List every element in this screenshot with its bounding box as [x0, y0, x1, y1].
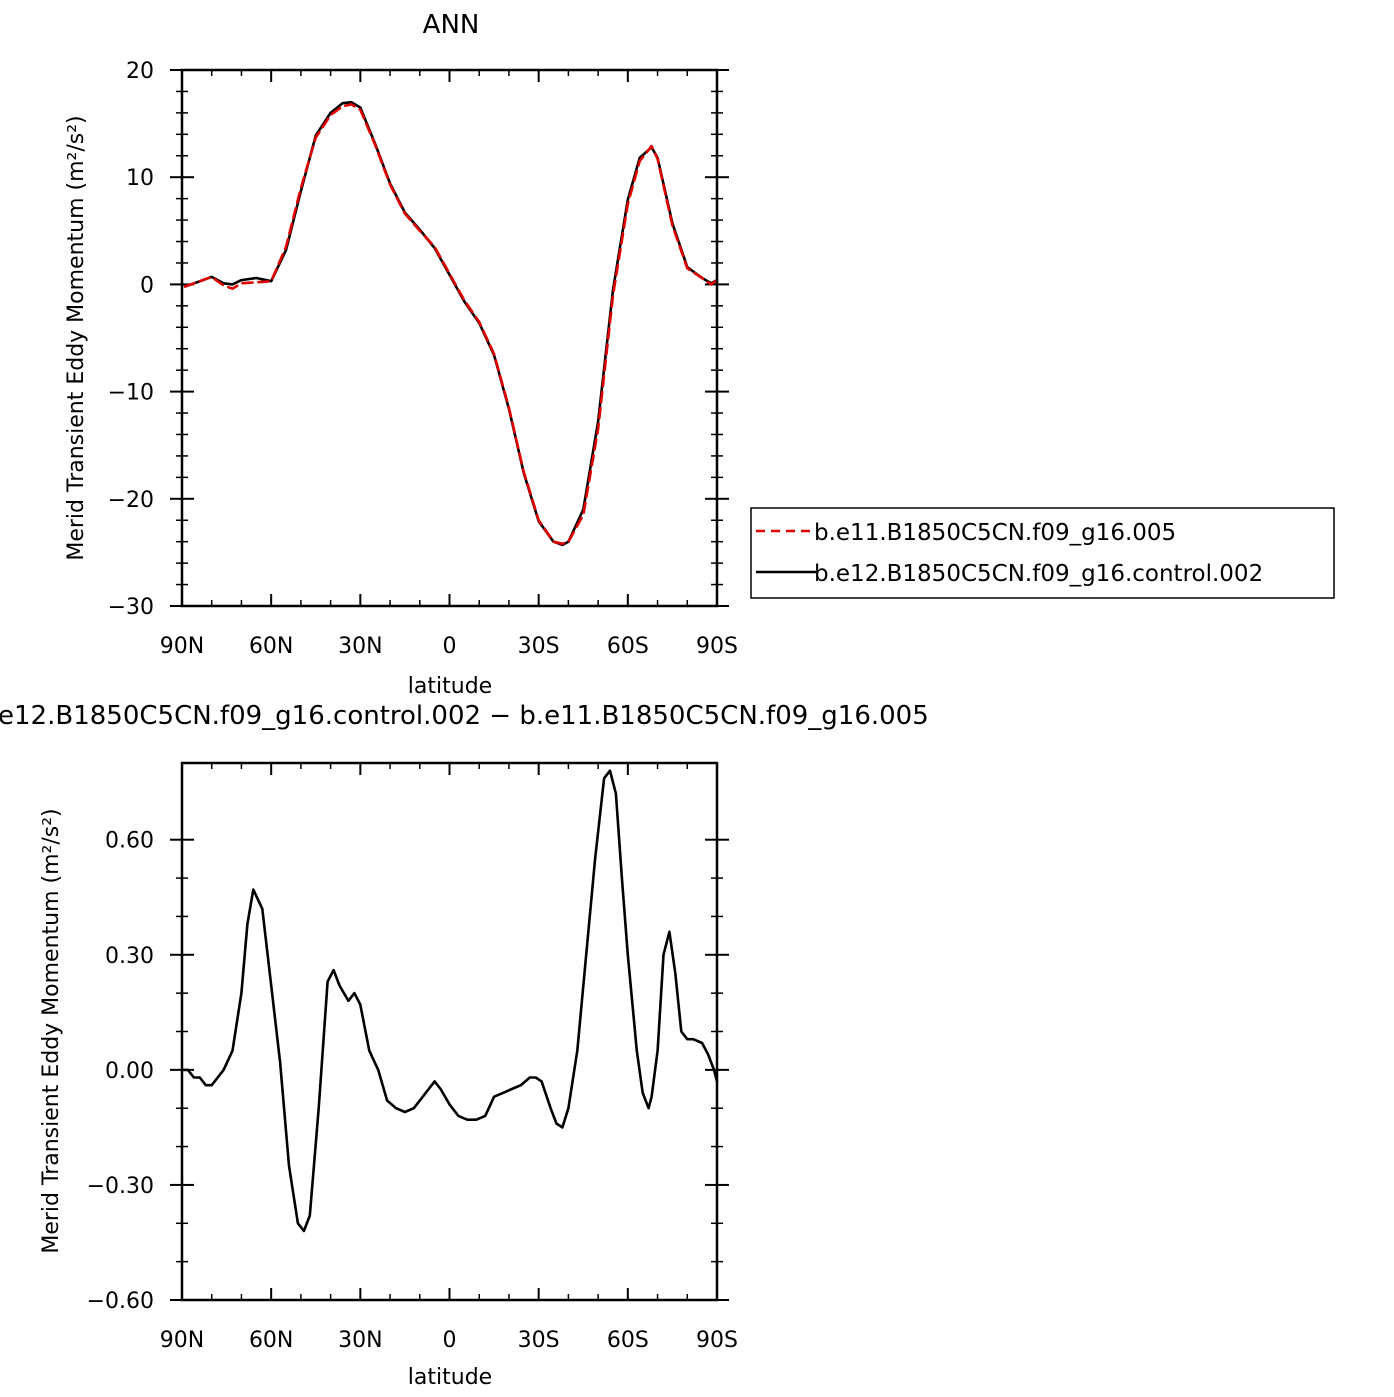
top-panel-axes: 90N 60N 30N 0 30S 60S 90S 20 10 0 −10 −20 −30	[108, 59, 738, 659]
legend-label-series-2: b.e12.B1850C5CN.f09_g16.control.002	[814, 561, 1263, 587]
legend-label-series-1: b.e11.B1850C5CN.f09_g16.005	[814, 520, 1176, 546]
top-panel-x-tick-label: 90S	[696, 634, 738, 659]
top-panel-y-tick-label: −10	[108, 381, 154, 406]
top-panel-y-tick-label: 20	[126, 59, 154, 84]
top-panel: ANN 90N 60N 30N 0 30S 60S 90S 20 10 0 −10 −20 −30 la…	[64, 10, 738, 699]
bottom-panel-y-tick-label: 0.30	[105, 944, 154, 969]
top-panel-x-tick-label: 90N	[160, 634, 204, 659]
top-panel-series	[183, 100, 719, 547]
top-panel-y-tick-label: −20	[108, 488, 154, 513]
bottom-panel-x-tick-label: 0	[443, 1328, 457, 1353]
bottom-panel-x-tick-label: 30N	[338, 1328, 382, 1353]
top-panel-x-tick-label: 60S	[607, 634, 649, 659]
legend: b.e11.B1850C5CN.f09_g16.005 b.e12.B1850C…	[750, 507, 1335, 599]
bottom-panel-frame	[180, 761, 719, 1302]
top-panel-y-tick-label: −30	[108, 595, 154, 620]
top-panel-y-tick-label: 10	[126, 166, 154, 191]
bottom-panel-x-axis-title: latitude	[408, 1365, 492, 1390]
bottom-panel-x-tick-label: 90S	[696, 1328, 738, 1353]
bottom-panel-y-tick-label: 0.00	[105, 1059, 154, 1084]
top-panel-x-tick-label: 30S	[518, 634, 560, 659]
top-panel-x-tick-label: 0	[443, 634, 457, 659]
bottom-panel-series-line-1	[180, 769, 719, 1233]
bottom-panel-axes: 90N 60N 30N 0 30S 60S 90S 0.60 0.30 0.00 −0.30 −0.6…	[87, 763, 738, 1353]
top-panel-x-tick-label: 60N	[249, 634, 293, 659]
bottom-panel-y-axis-title: Merid Transient Eddy Momentum (m²/s²)	[39, 808, 64, 1253]
top-panel-y-axis-title: Merid Transient Eddy Momentum (m²/s²)	[64, 115, 89, 560]
top-panel-x-tick-label: 30N	[338, 634, 382, 659]
top-panel-y-tick-label: 0	[140, 273, 154, 298]
bottom-panel-title: b.e12.B1850C5CN.f09_g16.control.002 − b.…	[0, 701, 929, 731]
bottom-panel-x-tick-label: 60S	[607, 1328, 649, 1353]
bottom-panel-y-tick-label: 0.60	[105, 829, 154, 854]
bottom-panel-y-tick-label: −0.60	[87, 1289, 154, 1314]
bottom-panel-y-tick-label: −0.30	[87, 1174, 154, 1199]
top-panel-x-axis-title: latitude	[408, 674, 492, 699]
top-panel-frame	[180, 68, 719, 608]
legend-box	[750, 507, 1335, 599]
bottom-panel-x-tick-label: 30S	[518, 1328, 560, 1353]
bottom-panel-x-tick-label: 90N	[160, 1328, 204, 1353]
bottom-panel-x-tick-label: 60N	[249, 1328, 293, 1353]
bottom-panel-series	[180, 769, 719, 1233]
bottom-panel: b.e12.B1850C5CN.f09_g16.control.002 − b.…	[0, 701, 929, 1390]
top-panel-title: ANN	[423, 10, 480, 40]
top-panel-series-line-1	[183, 103, 719, 546]
top-panel-series-line-2	[183, 100, 719, 547]
